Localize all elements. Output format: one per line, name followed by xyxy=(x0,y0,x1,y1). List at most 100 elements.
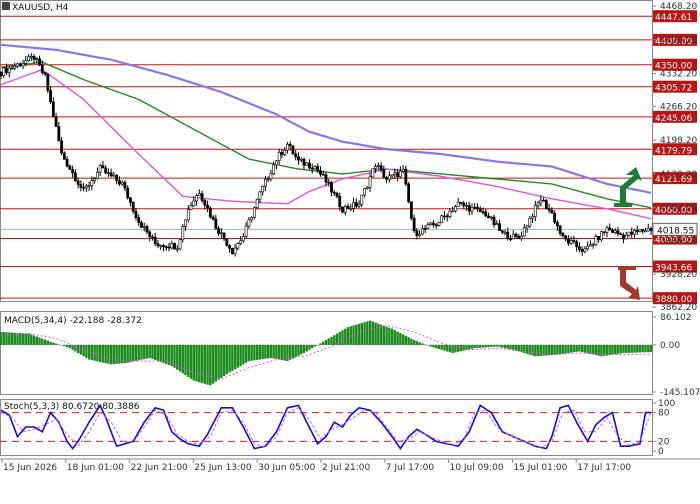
macd-bar xyxy=(404,335,408,345)
candle-body xyxy=(594,236,598,245)
macd-bar xyxy=(156,344,160,361)
candle-body xyxy=(589,244,592,247)
macd-bar xyxy=(324,340,328,345)
moving-average-line xyxy=(0,61,652,209)
candle-body xyxy=(131,202,135,212)
macd-tick-label: 86.102 xyxy=(660,313,692,323)
y-tick-label: 4400.25 xyxy=(660,36,697,46)
candle-body xyxy=(62,152,66,160)
macd-bar xyxy=(630,344,633,353)
stoch-tick-label: 80 xyxy=(658,409,670,419)
macd-bar xyxy=(35,336,39,345)
candle-body xyxy=(258,191,262,200)
candle-body xyxy=(0,71,3,76)
candle-body xyxy=(49,90,52,103)
candle-body xyxy=(393,172,397,175)
macd-bar xyxy=(368,320,372,345)
price-levels: 4447.61 4400.00 4350.00 4305.72 4245.06 4179.… xyxy=(0,10,698,305)
candle-body xyxy=(280,152,284,155)
candle-body xyxy=(459,201,463,204)
candle-body xyxy=(462,202,466,207)
candle-body xyxy=(192,200,196,206)
macd-bar xyxy=(137,344,140,361)
macd-bar xyxy=(333,335,336,345)
macd-bar xyxy=(432,344,435,348)
title-marker-icon xyxy=(2,2,10,10)
candle-body xyxy=(401,168,405,172)
candle-body xyxy=(84,185,88,189)
macd-bar xyxy=(514,344,518,351)
macd-bar xyxy=(589,344,592,354)
moving-averages xyxy=(0,43,652,220)
candle-body xyxy=(495,223,499,226)
macd-bar xyxy=(272,344,275,359)
candle-body xyxy=(13,65,17,69)
candle-body xyxy=(137,217,141,223)
macd-bar xyxy=(330,336,333,345)
candlesticks xyxy=(0,53,653,257)
macd-bar xyxy=(90,344,94,361)
stoch-tick-label: 20 xyxy=(658,437,670,447)
candle-body xyxy=(341,206,344,213)
candle-body xyxy=(120,182,124,185)
candle-body xyxy=(500,230,504,233)
candle-body xyxy=(173,242,176,250)
stoch-line xyxy=(0,407,652,448)
macd-bar xyxy=(209,344,212,386)
candle-body xyxy=(412,217,416,232)
macd-bar xyxy=(96,344,99,362)
candle-body xyxy=(544,200,548,209)
macd-bar xyxy=(220,344,223,378)
macd-bar xyxy=(421,343,424,345)
macd-bar xyxy=(79,344,83,355)
candle-body xyxy=(476,206,479,209)
macd-bar xyxy=(525,344,529,354)
panel-frames xyxy=(0,0,700,460)
candle-body xyxy=(456,201,460,207)
macd-bar xyxy=(198,344,201,383)
candle-body xyxy=(222,232,226,240)
macd-bar xyxy=(269,344,273,358)
level-label: 4121.69 xyxy=(655,175,692,185)
candle-body xyxy=(330,182,333,193)
macd-bar xyxy=(93,344,96,361)
macd-bar xyxy=(134,344,138,361)
candle-body xyxy=(272,164,276,175)
macd-bar xyxy=(316,344,319,346)
macd-bar xyxy=(390,328,394,345)
level-label: 4305.72 xyxy=(655,84,692,94)
macd-bar xyxy=(445,344,449,352)
up-arrow-icon xyxy=(620,167,642,205)
x-tick-label: 25 Jun 13:00 xyxy=(194,463,251,473)
candle-body xyxy=(332,191,336,194)
x-tick-label: 22 Jun 21:00 xyxy=(131,463,188,473)
candle-body xyxy=(525,225,529,229)
candle-body xyxy=(24,60,28,64)
candle-body xyxy=(363,188,366,196)
level-label-box xyxy=(653,110,697,123)
candle-body xyxy=(467,205,471,212)
macd-bar xyxy=(602,344,606,356)
macd-bar xyxy=(506,344,509,349)
candle-body xyxy=(343,206,347,213)
macd-bar xyxy=(286,344,289,362)
candle-body xyxy=(241,236,245,242)
macd-bar xyxy=(118,344,121,364)
candle-body xyxy=(354,202,358,207)
macd-bar xyxy=(291,344,295,359)
candle-body xyxy=(605,227,609,233)
candle-body xyxy=(186,209,190,221)
candle-body xyxy=(219,232,223,235)
macd-bar xyxy=(484,344,487,348)
macd-bar xyxy=(109,344,113,365)
macd-bar xyxy=(244,344,248,363)
candle-body xyxy=(247,219,251,227)
macd-bar xyxy=(490,344,493,347)
macd-bar xyxy=(344,328,347,345)
candle-body xyxy=(277,152,281,162)
macd-bar xyxy=(255,344,259,360)
macd-bar xyxy=(288,344,292,360)
macd-bar xyxy=(586,344,589,354)
macd-bar xyxy=(85,344,88,358)
y-tick-label: 4266.20 xyxy=(660,102,697,112)
